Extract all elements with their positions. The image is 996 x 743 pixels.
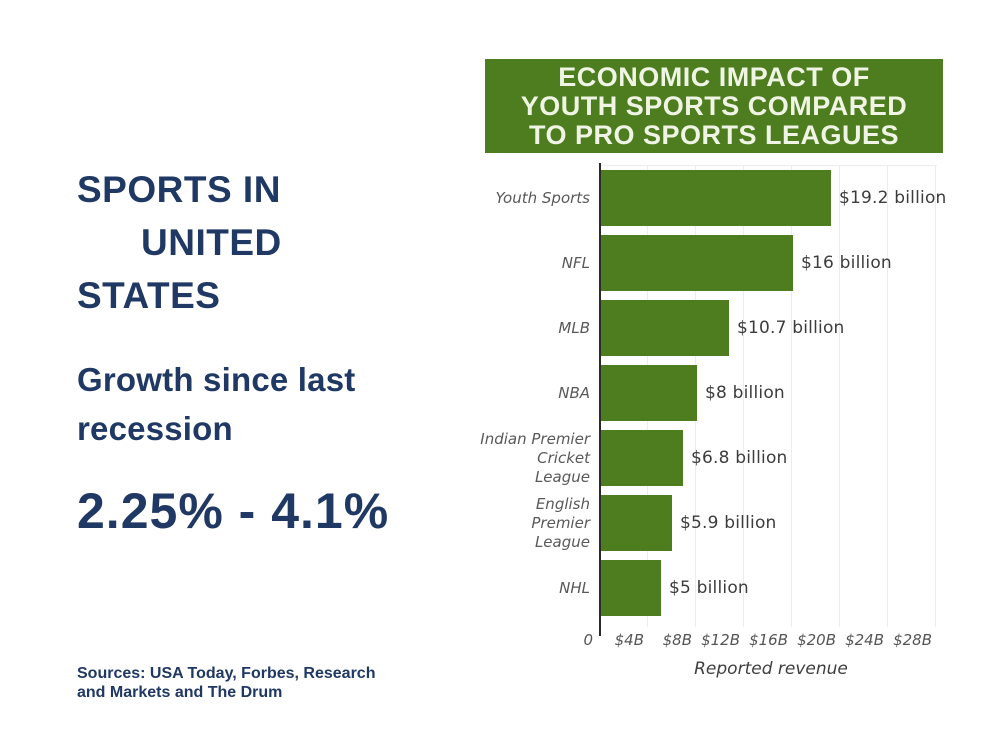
sources-note: Sources: USA Today, Forbes, Research and… <box>77 665 376 701</box>
subtitle: Growth since last recession <box>77 361 356 447</box>
bar <box>601 235 793 291</box>
page-title: SPORTS IN UNITED STATES <box>77 163 282 322</box>
category-label: NFL <box>561 253 590 272</box>
bar <box>601 560 661 616</box>
category-label: English Premier League <box>531 494 590 551</box>
value-label: $16 billion <box>801 253 892 273</box>
gridline-$16B <box>791 165 792 627</box>
value-label: $5.9 billion <box>680 513 777 533</box>
value-label: $10.7 billion <box>737 318 845 338</box>
x-tick: $4B <box>614 631 644 649</box>
x-tick: $8B <box>662 631 692 649</box>
gridline-$12B <box>743 165 744 627</box>
gridline-$20B <box>839 165 840 627</box>
category-label: NBA <box>558 383 590 402</box>
plot-top-gridline <box>601 165 937 166</box>
category-label: MLB <box>558 318 590 337</box>
bar <box>601 430 683 486</box>
bar <box>601 495 672 551</box>
x-tick: $24B <box>845 631 884 649</box>
title-line-2: UNITED <box>141 222 282 263</box>
category-label: Indian Premier Cricket League <box>480 429 590 486</box>
category-label: NHL <box>559 578 590 597</box>
chart-title-line-2: YOUTH SPORTS COMPARED <box>520 90 908 121</box>
bar <box>601 365 697 421</box>
value-label: $6.8 billion <box>691 448 788 468</box>
chart-title-line-1: ECONOMIC IMPACT OF <box>558 61 870 92</box>
chart-title-banner: ECONOMIC IMPACT OF YOUTH SPORTS COMPARED… <box>485 59 943 153</box>
chart-title-line-3: TO PRO SPORTS LEAGUES <box>528 119 900 150</box>
x-axis-label: Reported revenue <box>694 659 848 679</box>
value-label: $19.2 billion <box>839 188 947 208</box>
growth-stat: 2.25% - 4.1% <box>77 483 390 539</box>
gridline-$24B <box>887 165 888 627</box>
value-label: $5 billion <box>669 578 749 598</box>
bar <box>601 170 831 226</box>
y-axis-line <box>599 163 601 636</box>
x-tick: $12B <box>701 631 740 649</box>
x-tick: $28B <box>893 631 932 649</box>
value-label: $8 billion <box>705 383 785 403</box>
left-panel: SPORTS IN UNITED STATES Growth since las… <box>0 0 460 743</box>
x-tick: 0 <box>583 631 593 649</box>
bar-chart: Youth Sports $19.2 billion NFL $16 billion M… <box>480 163 958 703</box>
bar <box>601 300 729 356</box>
category-label: Youth Sports <box>495 188 590 207</box>
gridline-$28B <box>935 165 936 627</box>
x-tick: $20B <box>797 631 836 649</box>
x-tick: $16B <box>749 631 788 649</box>
title-line-3: STATES <box>77 275 221 316</box>
title-line-1: SPORTS IN <box>77 169 281 210</box>
